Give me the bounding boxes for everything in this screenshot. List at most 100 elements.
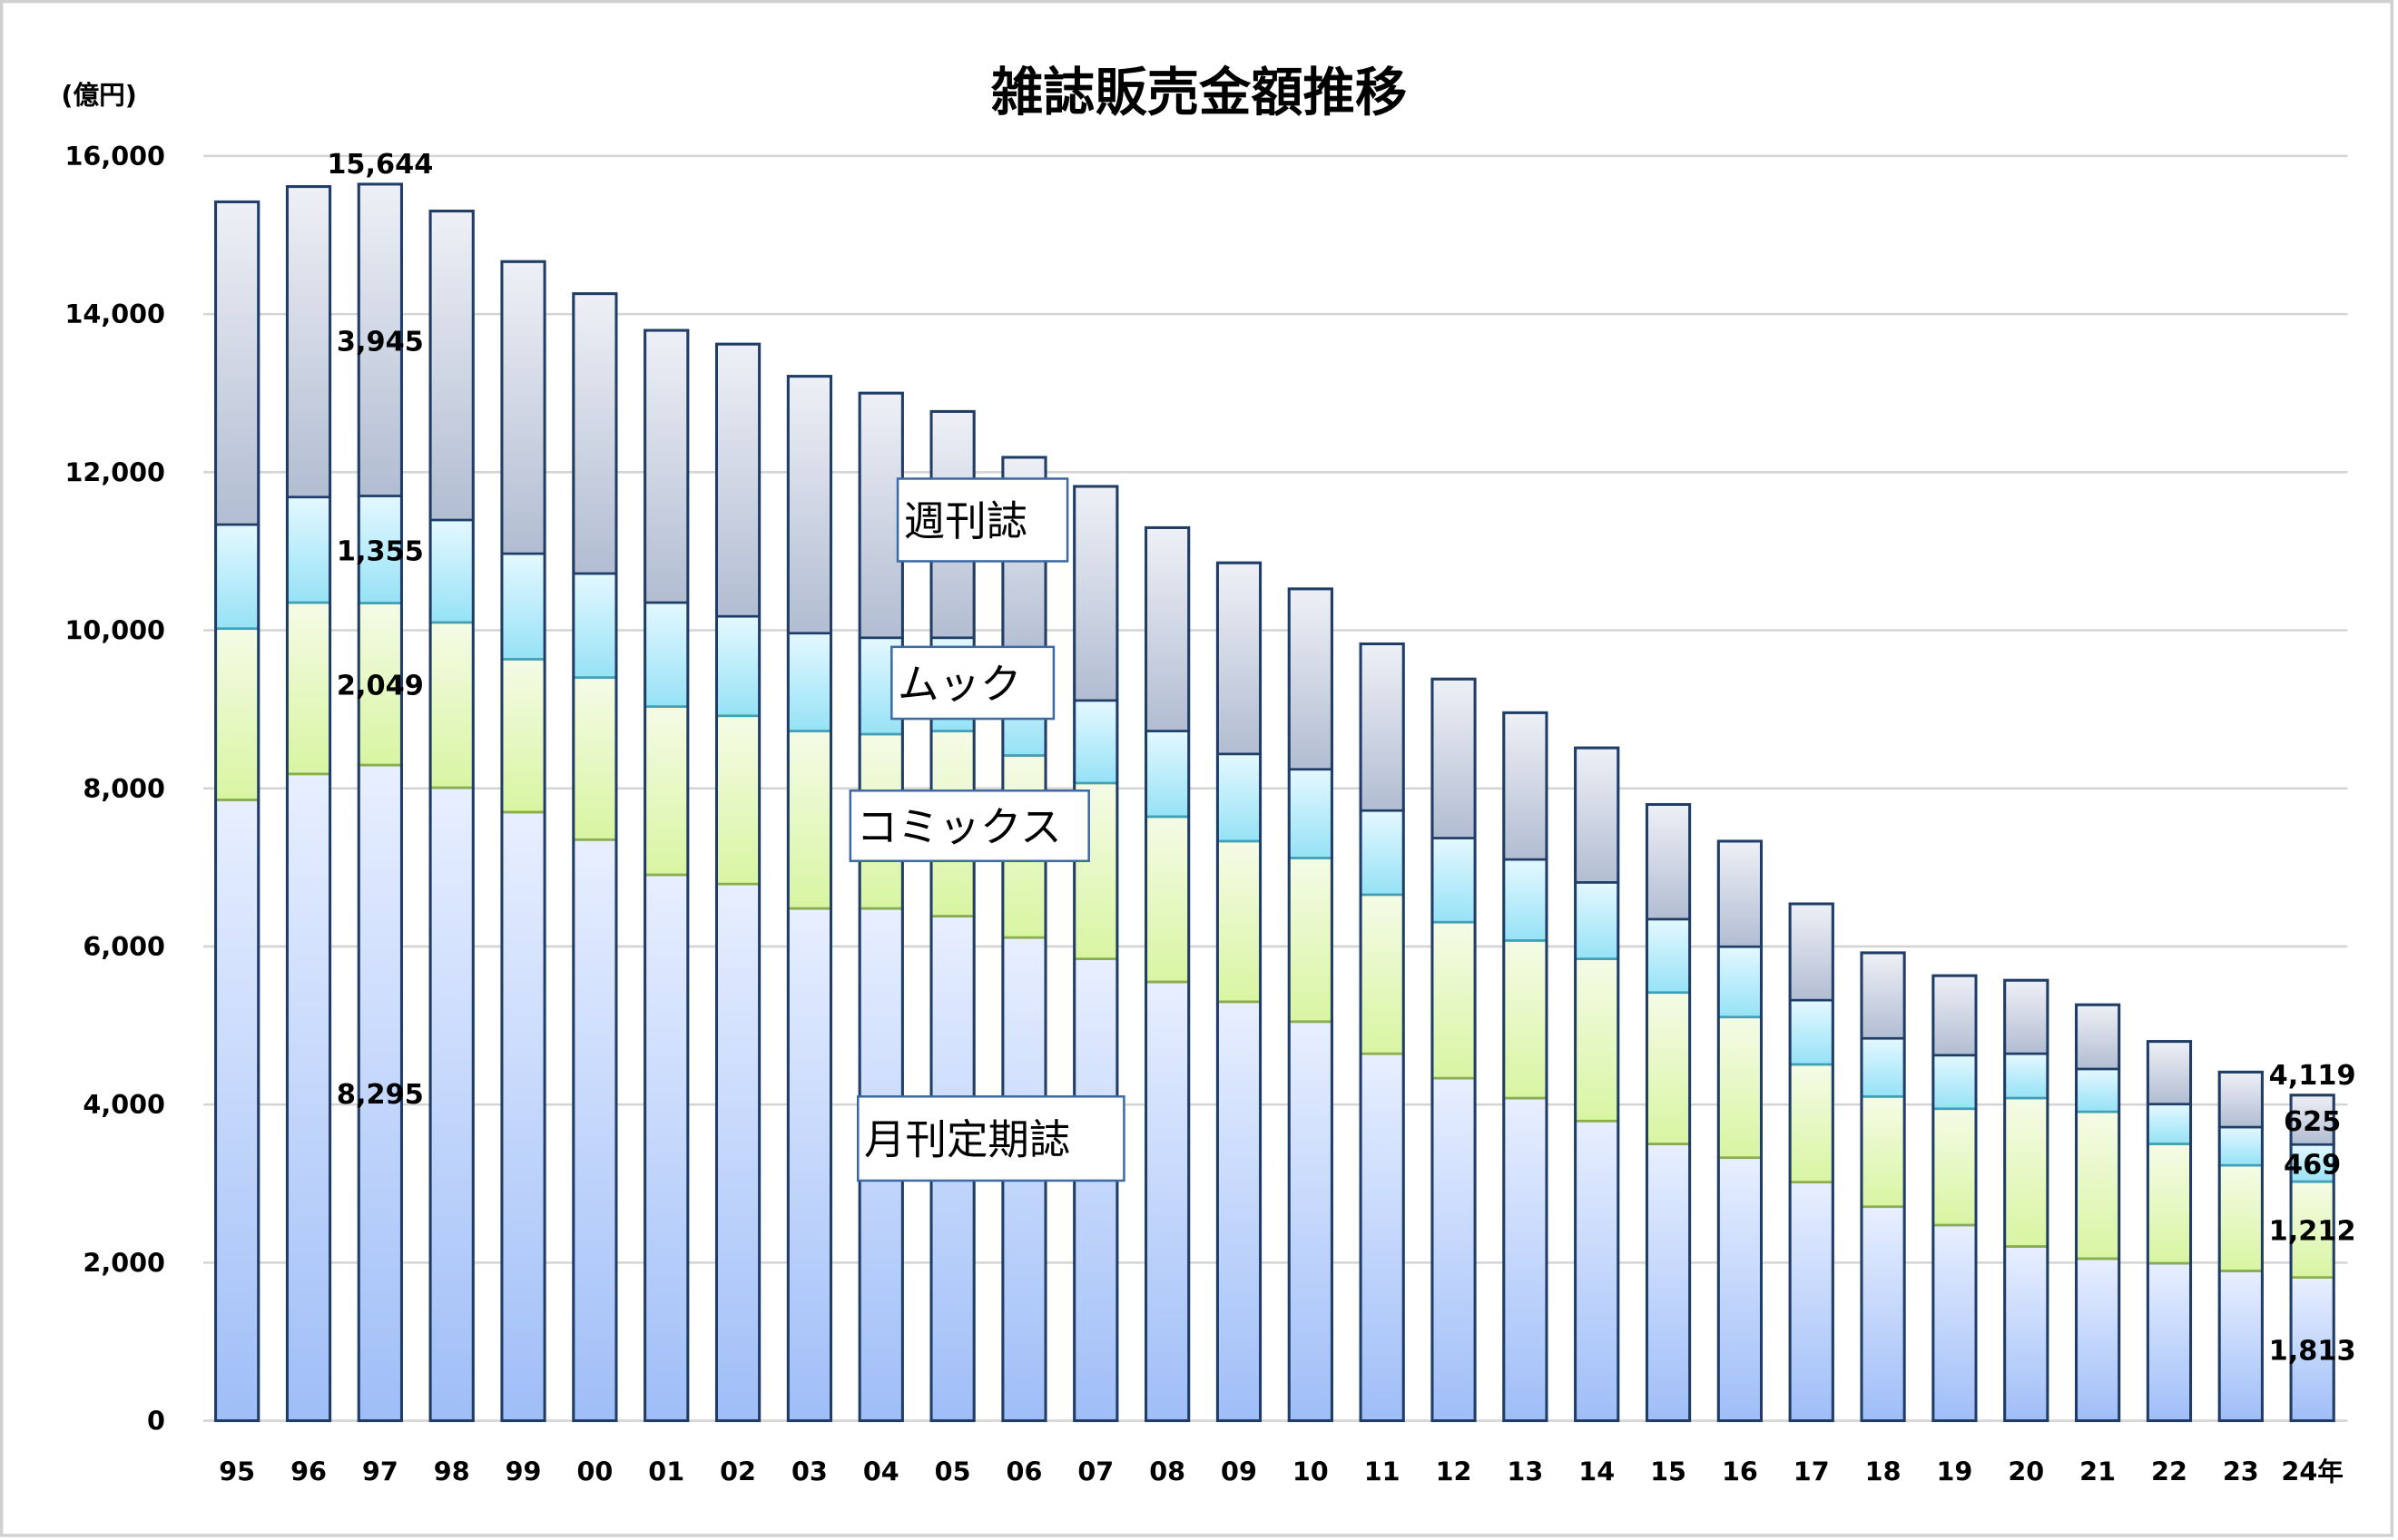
bar-outline-96 [285, 185, 332, 1423]
x-tick-label: 00 [576, 1456, 613, 1486]
x-tick-label: 14 [1578, 1456, 1615, 1486]
bar-outline-12 [1430, 677, 1477, 1423]
bar-segment-ムック-07 [1073, 699, 1119, 785]
bar-segment-月刊定期誌-22 [2147, 1261, 2192, 1422]
y-ticks: 0 2,000 4,000 6,000 8,000 10,000 12,000 14,000 1… [65, 141, 165, 1437]
y-tick-label: 2,000 [83, 1247, 165, 1278]
bar-segment-ムック-15 [1646, 917, 1691, 995]
bar-segment-週刊誌-08 [1145, 526, 1191, 732]
bar-outline-10 [1287, 587, 1333, 1423]
bar-outline-11 [1359, 642, 1405, 1423]
bar-segment-週刊誌-21 [2075, 1003, 2121, 1071]
y-tick-label: 0 [147, 1406, 165, 1437]
bar-segment-ムック-00 [572, 572, 618, 679]
bar-segment-週刊誌-95 [214, 201, 260, 526]
bar-segment-週刊誌-15 [1646, 803, 1691, 921]
bar-outline-13 [1502, 711, 1548, 1423]
x-tick-label: 15 [1650, 1456, 1686, 1486]
x-tick-label: 01 [648, 1456, 684, 1486]
bar-segment-月刊定期誌-08 [1145, 980, 1191, 1422]
chart-title: 雑誌販売金額推移 [990, 62, 1407, 123]
bar-outline-23 [2217, 1070, 2264, 1423]
x-tick-label: 17 [1794, 1456, 1830, 1486]
x-tick-label: 08 [1149, 1456, 1185, 1486]
bar-segment-月刊定期誌-20 [2003, 1245, 2049, 1422]
bar-segment-ムック-17 [1788, 998, 1834, 1066]
bar-outline-98 [428, 210, 475, 1423]
bar-segment-週刊誌-99 [500, 260, 546, 555]
legend-label: コミックス [857, 803, 1062, 851]
legend-box [896, 477, 1069, 563]
bar-segment-月刊定期誌-13 [1502, 1096, 1548, 1422]
inline-legend: 月刊定期誌 コミックス ムック 週刊誌 [849, 477, 1125, 1182]
bar-outline-01 [644, 329, 690, 1423]
x-tick-label: 96 [290, 1456, 327, 1486]
bar-segment-コミックス-18 [1860, 1094, 1906, 1209]
x-tick-label: 05 [935, 1456, 971, 1486]
legend-box [849, 789, 1090, 863]
bar-segment-月刊定期誌-23 [2217, 1270, 2264, 1422]
x-tick-label: 97 [362, 1456, 398, 1486]
bar-segment-コミックス-11 [1359, 893, 1405, 1055]
data-label-total: 4,119 [2269, 1060, 2356, 1092]
x-ticks: 95 96 97 98 99 00 01 02 03 04 05 06 07 08 09 10 11 12 13 14… [219, 1456, 2344, 1486]
bar-segment-コミックス-95 [214, 627, 260, 801]
bar-segment-コミックス-13 [1502, 939, 1548, 1100]
bar-segment-ムック-01 [644, 601, 690, 708]
bar-segment-コミックス-12 [1430, 920, 1477, 1080]
bar-segment-ムック-98 [428, 518, 475, 624]
y-tick-label: 10,000 [65, 615, 165, 646]
x-tick-label: 21 [2079, 1456, 2116, 1486]
bar-segment-ムック-23 [2217, 1125, 2264, 1167]
bar-segment-週刊誌-00 [572, 292, 618, 575]
bar-outline-19 [1931, 974, 1978, 1423]
bar-segment-週刊誌-14 [1574, 746, 1620, 884]
bar-outline-17 [1788, 902, 1834, 1423]
data-label: 8,295 [337, 1079, 424, 1111]
data-label: 1,355 [337, 535, 424, 567]
bar-segment-ムック-21 [2075, 1067, 2121, 1113]
bar-segment-週刊誌-11 [1359, 642, 1405, 812]
bar-segment-週刊誌-96 [286, 185, 331, 499]
bar-segment-ムック-08 [1145, 730, 1191, 819]
x-tick-label: 20 [2008, 1456, 2044, 1486]
bar-segment-週刊誌-97 [357, 182, 403, 497]
x-tick-label: 22 [2151, 1456, 2187, 1486]
bar-segment-週刊誌-09 [1216, 561, 1262, 756]
bar-segment-コミックス-09 [1216, 839, 1262, 1004]
bar-segment-ムック-22 [2147, 1103, 2192, 1145]
bar-segment-ムック-14 [1574, 881, 1620, 960]
x-tick-label: 13 [1507, 1456, 1543, 1486]
bar-segment-コミックス-14 [1574, 957, 1620, 1123]
bar-outline-99 [500, 260, 546, 1423]
bar-outline-97 [357, 182, 403, 1423]
data-label-total: 15,644 [327, 149, 433, 181]
x-tick-label: 04 [863, 1456, 899, 1486]
x-tick-label: 18 [1865, 1456, 1902, 1486]
bar-segment-コミックス-10 [1287, 857, 1333, 1024]
bar-segment-コミックス-20 [2003, 1096, 2049, 1248]
bar-segment-月刊定期誌-95 [214, 799, 260, 1422]
bar-segment-週刊誌-98 [428, 210, 475, 522]
bar-segment-ムック-16 [1716, 945, 1763, 1019]
x-tick-label: 23 [2223, 1456, 2259, 1486]
bar-segment-月刊定期誌-15 [1646, 1143, 1691, 1422]
bar-outline-08 [1145, 525, 1191, 1423]
bar-segment-月刊定期誌-00 [572, 838, 618, 1422]
x-tick-label: 02 [720, 1456, 756, 1486]
bar-segment-週刊誌-17 [1788, 902, 1834, 1002]
bar-segment-コミックス-22 [2147, 1143, 2192, 1265]
y-tick-label: 12,000 [65, 456, 165, 487]
bar-outline-02 [714, 342, 762, 1423]
bar-segment-月刊定期誌-21 [2075, 1257, 2121, 1422]
data-label: 1,813 [2269, 1335, 2356, 1367]
bar-outline-22 [2146, 1040, 2193, 1423]
bar-segment-月刊定期誌-98 [428, 786, 475, 1422]
bar-segment-コミックス-01 [644, 705, 690, 877]
legend-box [890, 645, 1056, 721]
bar-segment-コミックス-17 [1788, 1063, 1834, 1184]
x-tick-label: 24年 [2281, 1456, 2343, 1486]
bar-segment-ムック-13 [1502, 858, 1548, 942]
bar-segment-コミックス-15 [1646, 991, 1691, 1145]
bar-segment-週刊誌-18 [1860, 951, 1906, 1040]
